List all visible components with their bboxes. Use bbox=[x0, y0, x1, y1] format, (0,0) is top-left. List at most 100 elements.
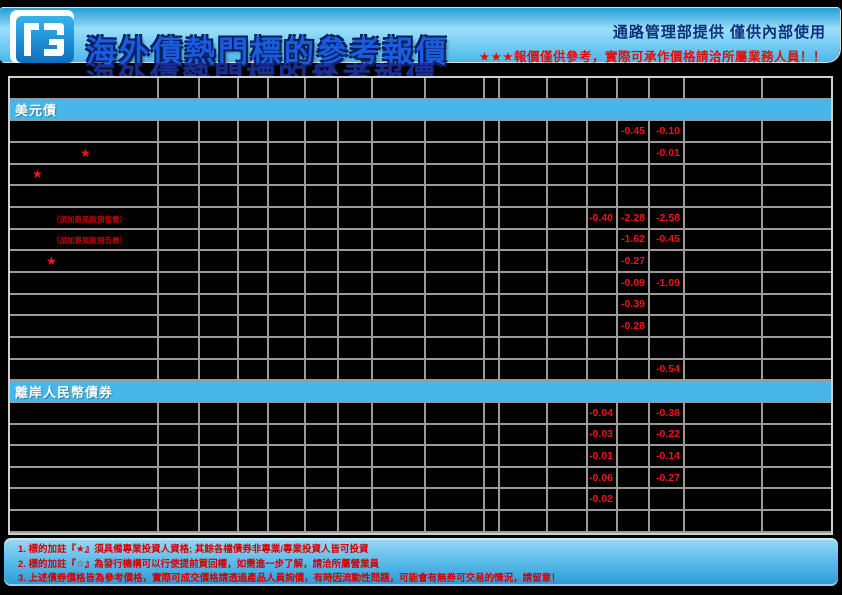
price-value: -0.40 bbox=[589, 211, 613, 224]
value-cell bbox=[500, 164, 548, 187]
value-cell bbox=[269, 337, 306, 360]
value-cell bbox=[239, 294, 269, 317]
value-cell bbox=[685, 186, 763, 208]
value-cell bbox=[426, 337, 485, 360]
value-cell bbox=[548, 272, 588, 295]
value-cell bbox=[269, 78, 306, 100]
value-cell bbox=[306, 424, 339, 447]
value-cell bbox=[685, 359, 763, 382]
bond-name-cell bbox=[10, 272, 159, 295]
value-cell: -0.45 bbox=[650, 229, 685, 252]
value-cell bbox=[650, 164, 685, 187]
value-cell bbox=[269, 294, 306, 317]
value-cell: -1.09 bbox=[650, 272, 685, 295]
value-cell bbox=[763, 294, 831, 317]
value-cell bbox=[373, 489, 426, 512]
value-cell bbox=[306, 272, 339, 295]
value-cell bbox=[159, 207, 200, 230]
value-cell bbox=[200, 402, 239, 425]
value-cell bbox=[159, 359, 200, 382]
value-cell bbox=[548, 207, 588, 230]
value-cell bbox=[339, 402, 373, 425]
value-cell bbox=[239, 207, 269, 230]
value-cell bbox=[763, 467, 831, 490]
value-cell bbox=[548, 164, 588, 187]
value-cell bbox=[239, 78, 269, 100]
value-cell bbox=[159, 467, 200, 490]
value-cell: -0.38 bbox=[650, 402, 685, 425]
value-cell bbox=[339, 359, 373, 382]
value-cell bbox=[306, 251, 339, 273]
value-cell bbox=[373, 402, 426, 425]
value-cell bbox=[588, 294, 618, 317]
value-cell bbox=[269, 446, 306, 468]
value-cell bbox=[588, 78, 618, 100]
value-cell bbox=[685, 489, 763, 512]
value-cell bbox=[373, 121, 426, 143]
value-cell bbox=[485, 142, 500, 165]
value-cell bbox=[685, 316, 763, 338]
value-cell bbox=[500, 207, 548, 230]
value-cell bbox=[763, 229, 831, 252]
value-cell bbox=[548, 424, 588, 447]
value-cell bbox=[306, 489, 339, 512]
value-cell bbox=[373, 272, 426, 295]
value-cell bbox=[200, 337, 239, 360]
quote-disclaimer: ★★★報價僅供參考，實際可承作價格請洽所屬業務人員！！ bbox=[478, 50, 826, 64]
value-cell bbox=[548, 251, 588, 273]
value-cell bbox=[159, 272, 200, 295]
value-cell bbox=[239, 164, 269, 187]
value-cell bbox=[373, 511, 426, 533]
bond-name-cell bbox=[10, 186, 159, 208]
value-cell bbox=[763, 207, 831, 230]
value-cell bbox=[373, 78, 426, 100]
value-cell bbox=[306, 121, 339, 143]
value-cell bbox=[159, 186, 200, 208]
value-cell bbox=[485, 446, 500, 468]
value-cell bbox=[159, 229, 200, 252]
value-cell bbox=[763, 337, 831, 360]
value-cell bbox=[485, 402, 500, 425]
value-cell bbox=[618, 337, 650, 360]
value-cell bbox=[588, 272, 618, 295]
value-cell bbox=[485, 337, 500, 360]
value-cell: -0.27 bbox=[618, 251, 650, 273]
value-cell bbox=[618, 511, 650, 533]
bond-name-cell bbox=[10, 121, 159, 143]
value-cell: -2.58 bbox=[650, 207, 685, 230]
app-header: 海外債熱門標的參考報價 通路管理部提供 僅供內部使用 ★★★報價僅供參考，實際可… bbox=[0, 7, 840, 69]
value-cell bbox=[485, 359, 500, 382]
bond-name-cell bbox=[10, 402, 159, 425]
price-value: -0.02 bbox=[589, 493, 613, 506]
value-cell: -0.22 bbox=[650, 424, 685, 447]
value-cell bbox=[685, 78, 763, 100]
title-reflection-text: 海外債熱門標的參考報價 bbox=[86, 63, 506, 76]
value-cell bbox=[373, 424, 426, 447]
value-cell bbox=[650, 186, 685, 208]
risk-disclosure-note: （須加簽風險預告書） bbox=[52, 214, 127, 224]
value-cell bbox=[426, 316, 485, 338]
value-cell bbox=[239, 511, 269, 533]
bond-name-cell: ★ bbox=[10, 164, 159, 187]
value-cell bbox=[269, 142, 306, 165]
value-cell bbox=[339, 121, 373, 143]
value-cell: -0.27 bbox=[650, 467, 685, 490]
value-cell bbox=[500, 402, 548, 425]
value-cell bbox=[485, 424, 500, 447]
value-cell bbox=[200, 164, 239, 187]
value-cell bbox=[485, 511, 500, 533]
value-cell bbox=[159, 511, 200, 533]
value-cell bbox=[685, 467, 763, 490]
value-cell bbox=[159, 251, 200, 273]
value-cell bbox=[239, 424, 269, 447]
bond-name-cell bbox=[10, 78, 159, 100]
value-cell bbox=[339, 467, 373, 490]
value-cell bbox=[269, 424, 306, 447]
value-cell bbox=[588, 511, 618, 533]
value-cell bbox=[618, 164, 650, 187]
value-cell bbox=[588, 142, 618, 165]
value-cell bbox=[618, 489, 650, 512]
value-cell bbox=[548, 316, 588, 338]
value-cell bbox=[548, 359, 588, 382]
value-cell bbox=[306, 186, 339, 208]
